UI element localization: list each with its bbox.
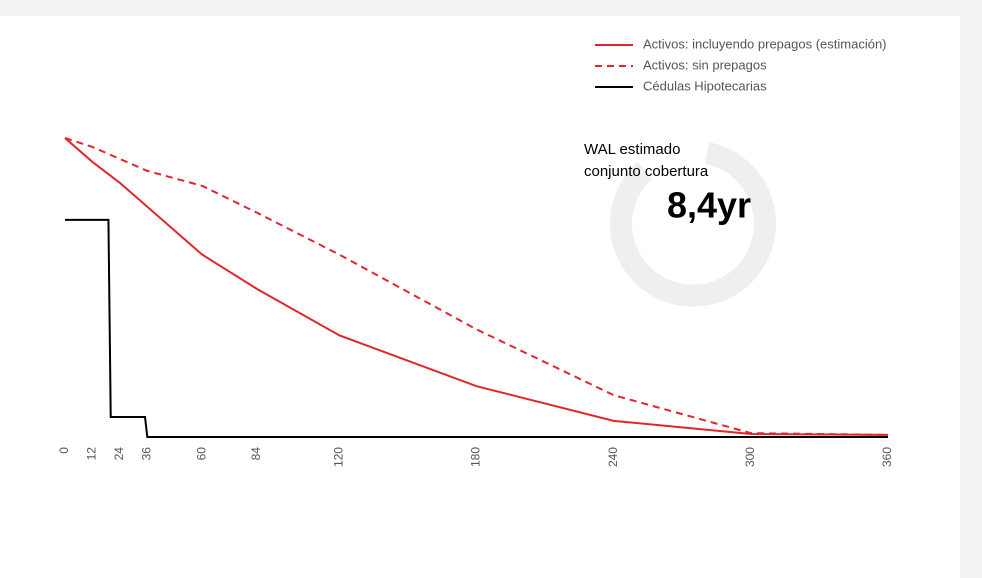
x-tick-label: 240 [606, 447, 620, 467]
legend-label: Activos: sin prepagos [643, 57, 767, 72]
legend-label: Activos: incluyendo prepagos (estimación… [643, 36, 887, 51]
x-tick-label: 12 [85, 447, 99, 461]
x-tick-label: 120 [332, 447, 346, 467]
x-tick-label: 300 [743, 447, 757, 467]
annotation-line: WAL estimado [584, 141, 680, 158]
x-tick-label: 60 [194, 447, 208, 461]
x-tick-label: 360 [880, 447, 894, 467]
line [64, 137, 889, 436]
line [64, 137, 889, 436]
side-bar [960, 0, 982, 578]
x-tick-label: 84 [249, 447, 263, 461]
wal-ring [610, 142, 777, 307]
legend-label: Cédulas Hipotecarias [643, 78, 767, 93]
line [65, 218, 888, 438]
header-bar [0, 0, 982, 16]
annotation-value: 8,4yr [667, 185, 751, 226]
x-tick-label: 24 [112, 447, 126, 461]
x-tick-label: 36 [139, 447, 153, 461]
annotation-line: conjunto cobertura [584, 163, 709, 180]
x-tick-label: 180 [469, 447, 483, 467]
x-tick-label: 0 [57, 447, 71, 454]
